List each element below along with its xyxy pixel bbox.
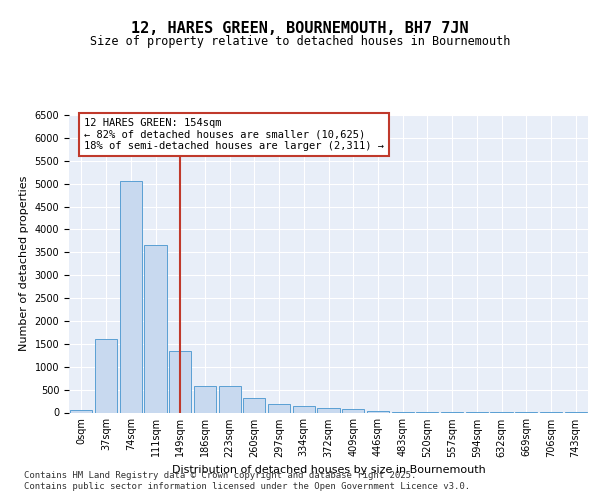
X-axis label: Distribution of detached houses by size in Bournemouth: Distribution of detached houses by size … bbox=[172, 465, 485, 475]
Text: Contains public sector information licensed under the Open Government Licence v3: Contains public sector information licen… bbox=[24, 482, 470, 491]
Bar bbox=[367, 411, 389, 412]
Bar bbox=[218, 386, 241, 412]
Bar bbox=[145, 246, 167, 412]
Text: 12 HARES GREEN: 154sqm
← 82% of detached houses are smaller (10,625)
18% of semi: 12 HARES GREEN: 154sqm ← 82% of detached… bbox=[84, 118, 384, 151]
Text: Size of property relative to detached houses in Bournemouth: Size of property relative to detached ho… bbox=[90, 35, 510, 48]
Bar bbox=[317, 408, 340, 412]
Bar bbox=[119, 182, 142, 412]
Bar bbox=[293, 406, 315, 412]
Bar bbox=[95, 340, 117, 412]
Text: 12, HARES GREEN, BOURNEMOUTH, BH7 7JN: 12, HARES GREEN, BOURNEMOUTH, BH7 7JN bbox=[131, 21, 469, 36]
Bar bbox=[169, 350, 191, 412]
Bar bbox=[70, 410, 92, 412]
Bar bbox=[194, 386, 216, 412]
Bar bbox=[342, 409, 364, 412]
Y-axis label: Number of detached properties: Number of detached properties bbox=[19, 176, 29, 352]
Bar bbox=[243, 398, 265, 412]
Bar bbox=[268, 404, 290, 412]
Text: Contains HM Land Registry data © Crown copyright and database right 2025.: Contains HM Land Registry data © Crown c… bbox=[24, 471, 416, 480]
